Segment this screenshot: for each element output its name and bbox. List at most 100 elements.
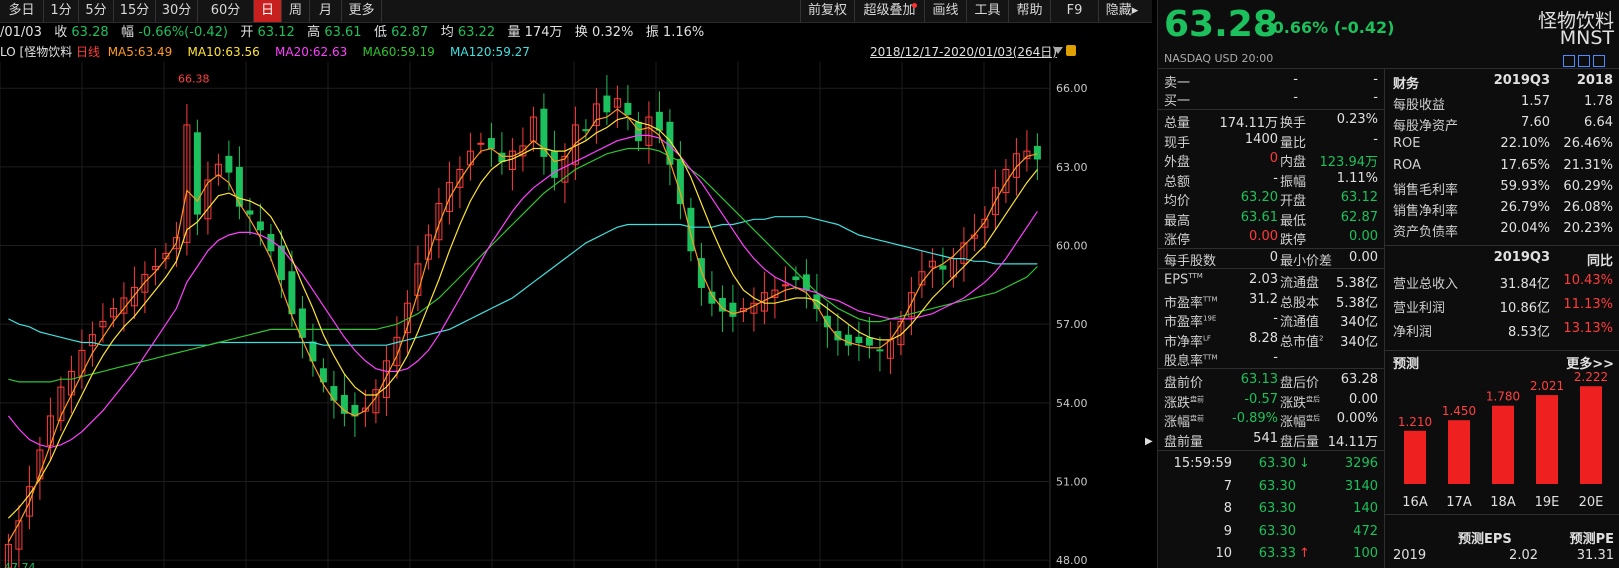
period-30min[interactable]: 30分 bbox=[156, 0, 198, 22]
val-label-left-1: 市盈率TTM bbox=[1164, 292, 1217, 310]
fin-cell-5-2: 26.08% bbox=[1563, 200, 1613, 215]
period-week[interactable]: 周 bbox=[282, 0, 310, 22]
close-value: 63.28 bbox=[71, 25, 109, 40]
forecast-bar-value-3: 2.021 bbox=[1530, 379, 1564, 393]
hide-label: 隐藏 bbox=[1105, 3, 1132, 18]
stat-value-left-3: - bbox=[1273, 170, 1278, 186]
val-value-right-2: 340亿 bbox=[1340, 315, 1378, 330]
adjust-button[interactable]: 前复权 bbox=[800, 0, 854, 22]
period-15min[interactable]: 15分 bbox=[114, 0, 156, 22]
pre-value-0: 63.13 bbox=[1240, 372, 1278, 387]
stat-label-right-1: 量比 bbox=[1280, 135, 1307, 151]
candlestick-chart[interactable]: 66.38 47.74 66.00 63.00 60.00 57.00 54.00 51.0… bbox=[0, 62, 1152, 568]
post-name-1: 涨跌 bbox=[1280, 395, 1307, 411]
candle-67 bbox=[708, 271, 716, 317]
lock-icon[interactable] bbox=[1066, 45, 1076, 56]
val-label-right-2: 流通值 bbox=[1280, 311, 1319, 330]
val-name-left-4: 股息率 bbox=[1164, 354, 1204, 369]
candle-78 bbox=[823, 303, 831, 348]
candle-50 bbox=[529, 106, 537, 152]
fin-header-1: 2019Q3 bbox=[1493, 73, 1550, 88]
fin-cell-0-1: 1.57 bbox=[1521, 94, 1550, 109]
candle-69 bbox=[729, 284, 737, 333]
period-label: 日线 bbox=[76, 45, 101, 59]
period-60min[interactable]: 60分 bbox=[198, 0, 254, 22]
stat-value-left-1: 1400 bbox=[1244, 131, 1278, 147]
ma5-line bbox=[7, 108, 1038, 543]
help-button[interactable]: 帮助 bbox=[1008, 0, 1050, 22]
plus-icon[interactable] bbox=[1593, 55, 1605, 67]
period-day[interactable]: 日 bbox=[254, 0, 282, 22]
candle-27 bbox=[288, 250, 296, 327]
turnover-label: 换 bbox=[574, 25, 588, 40]
period-multi-day[interactable]: 多日 bbox=[0, 0, 44, 22]
tools-button[interactable]: 工具 bbox=[966, 0, 1008, 22]
y-axis: 66.00 63.00 60.00 57.00 54.00 51.00 48.00 bbox=[1056, 82, 1088, 567]
tick-price-4: 63.33 bbox=[1258, 546, 1296, 561]
notification-dot-icon bbox=[912, 3, 917, 8]
pre-sup-2: 盘前 bbox=[1190, 414, 1205, 423]
hide-button[interactable]: 隐藏▸ bbox=[1098, 0, 1145, 22]
candle-93 bbox=[981, 206, 989, 249]
period-1min[interactable]: 1分 bbox=[44, 0, 79, 22]
pre-value-1: -0.57 bbox=[1244, 391, 1278, 407]
stat-label-right-4: 开盘 bbox=[1280, 194, 1307, 209]
avg-label: 均 bbox=[440, 25, 454, 40]
period-month[interactable]: 月 bbox=[310, 0, 342, 22]
val-name-right-2: 流通值 bbox=[1280, 315, 1320, 330]
val-name-right-1: 总股本 bbox=[1280, 295, 1320, 311]
candle-32 bbox=[340, 374, 348, 427]
chart-grid bbox=[0, 62, 1151, 568]
candle-5 bbox=[57, 376, 65, 432]
val-value-left-4: - bbox=[1273, 350, 1278, 365]
minus-icon[interactable] bbox=[1578, 55, 1590, 67]
stat-label-left-1: 现手 bbox=[1164, 135, 1191, 151]
val-label-left-2: 市盈率19E bbox=[1164, 311, 1216, 330]
forecast-more-link[interactable]: 更多>> bbox=[1566, 357, 1614, 372]
val-sup-left-3: LF bbox=[1203, 334, 1211, 343]
forecast-bar-0 bbox=[1404, 430, 1426, 484]
fin-cell-2-2: 26.46% bbox=[1563, 136, 1613, 152]
forecast-bar-chart: 1.210 16A 1.450 17A 1.780 18A 2.021 19E 2.222 20E bbox=[1398, 372, 1608, 510]
val-label-left-0: EPSTTM bbox=[1164, 272, 1203, 287]
candles bbox=[4, 75, 1041, 568]
period-5min[interactable]: 5分 bbox=[79, 0, 114, 22]
draw-button[interactable]: 画线 bbox=[924, 0, 966, 22]
fin-cell-2-0: ROE bbox=[1393, 136, 1421, 152]
fin2-cell-0-1: 31.84亿 bbox=[1499, 277, 1550, 292]
forecast-bar-value-1: 1.450 bbox=[1442, 404, 1476, 418]
forecast-title: 预测 bbox=[1393, 357, 1420, 372]
fin-cell-0-2: 1.78 bbox=[1584, 94, 1613, 109]
date-range-label[interactable]: 2018/12/17-2020/01/03(264日) bbox=[870, 45, 1057, 59]
forecast-bar-2 bbox=[1492, 405, 1514, 484]
stat-value-left-6: 0.00 bbox=[1249, 229, 1278, 244]
tick-vol-4: 100 bbox=[1353, 546, 1378, 561]
fin-cell-3-2: 21.31% bbox=[1563, 157, 1613, 173]
close-label: 收 bbox=[54, 25, 68, 40]
candle-47 bbox=[498, 132, 506, 175]
stat-label-left-4: 均价 bbox=[1164, 194, 1191, 209]
stat-label-right-6: 跌停 bbox=[1280, 233, 1307, 248]
expand-arrow-icon[interactable]: ▶ bbox=[1145, 436, 1153, 447]
period-toolbar: 多日 1分 5分 15分 30分 60分 日 周 月 更多 前复权 超级叠加 画… bbox=[0, 0, 1152, 23]
f9-button[interactable]: F9 bbox=[1050, 0, 1098, 22]
edit-icon[interactable] bbox=[1563, 55, 1575, 67]
stat-value-left-2: 0 bbox=[1269, 151, 1278, 166]
forecast-bar-label-1: 17A bbox=[1446, 495, 1472, 510]
range-dropdown-icon[interactable] bbox=[1053, 47, 1063, 54]
candle-23 bbox=[246, 197, 254, 236]
fin2-cell-0-2: 10.43% bbox=[1563, 273, 1613, 288]
candle-1 bbox=[15, 505, 23, 568]
candle-64 bbox=[676, 141, 684, 220]
candle-56 bbox=[592, 88, 600, 144]
y-tick-5: 51.00 bbox=[1056, 475, 1088, 488]
candle-10 bbox=[109, 297, 117, 328]
candle-58 bbox=[613, 85, 621, 129]
candle-42 bbox=[445, 161, 453, 225]
overlay-button[interactable]: 超级叠加 bbox=[854, 0, 924, 22]
candle-17 bbox=[183, 103, 191, 256]
forecast-bar-label-0: 16A bbox=[1402, 495, 1428, 510]
order-label-0: 卖一 bbox=[1164, 76, 1191, 91]
candle-18 bbox=[193, 119, 201, 236]
period-more[interactable]: 更多 bbox=[342, 0, 382, 22]
